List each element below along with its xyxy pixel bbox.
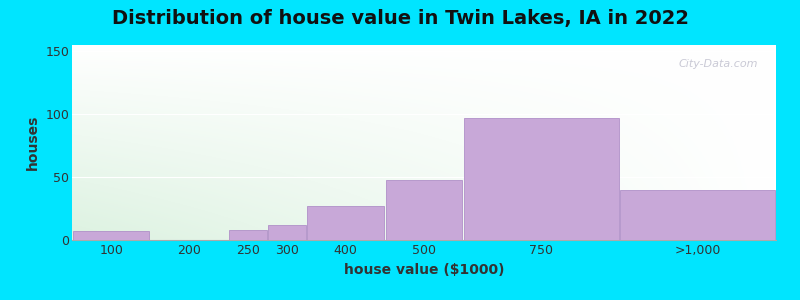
- X-axis label: house value ($1000): house value ($1000): [344, 263, 504, 277]
- Bar: [620, 190, 775, 240]
- Bar: [268, 225, 306, 240]
- Bar: [230, 230, 266, 240]
- Text: City-Data.com: City-Data.com: [679, 58, 758, 69]
- Y-axis label: houses: houses: [26, 115, 40, 170]
- Bar: [73, 231, 150, 240]
- Text: Distribution of house value in Twin Lakes, IA in 2022: Distribution of house value in Twin Lake…: [111, 9, 689, 28]
- Bar: [464, 118, 618, 240]
- Bar: [386, 180, 462, 240]
- Bar: [307, 206, 384, 240]
